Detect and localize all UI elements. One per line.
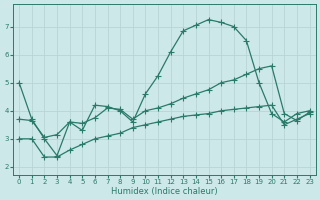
X-axis label: Humidex (Indice chaleur): Humidex (Indice chaleur) (111, 187, 218, 196)
